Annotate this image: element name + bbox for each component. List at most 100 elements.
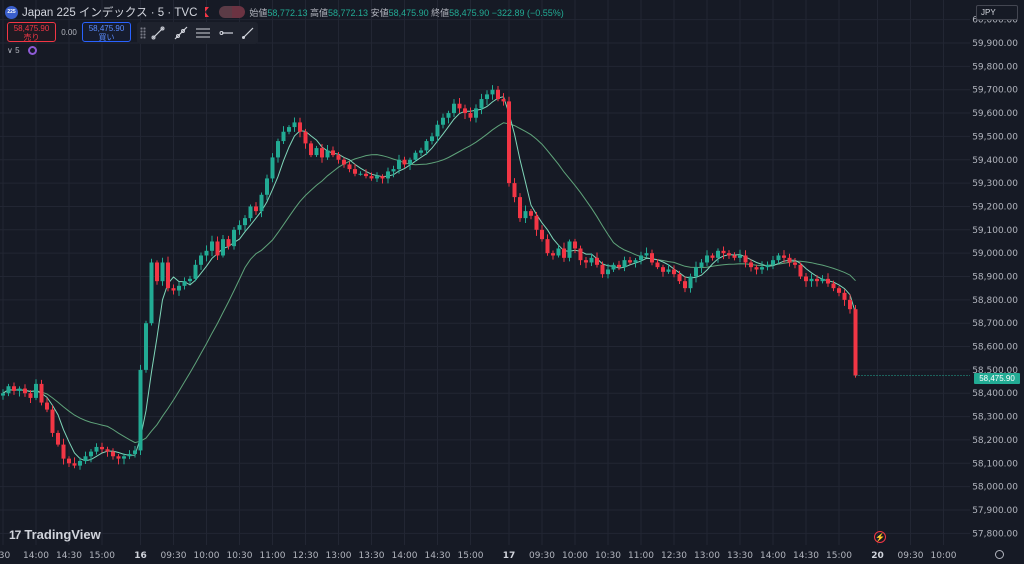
price-tick-label: 57,900.00 (972, 506, 1018, 516)
candle-body (809, 278, 814, 282)
time-tick-label: 15:00 (458, 551, 484, 561)
candle-body (507, 101, 511, 184)
candle-body (133, 450, 137, 454)
time-tick-label: 12:30 (661, 551, 687, 561)
time-tick-label: 14:00 (760, 551, 786, 561)
candle-body (177, 285, 181, 291)
horizontal-ray-icon[interactable] (216, 24, 235, 42)
candle-body (369, 176, 374, 179)
candle-body (776, 255, 781, 261)
low-value: 58,475.90 (388, 7, 429, 18)
candle-body (413, 152, 418, 160)
drawing-toolbar (137, 22, 258, 44)
buy-button[interactable]: 58,475.90 買い (82, 22, 131, 42)
candle-body (457, 103, 462, 109)
candle-body (479, 99, 484, 109)
candle-body (89, 451, 93, 457)
flag-icon[interactable] (205, 7, 210, 17)
candle-body (281, 131, 286, 142)
candle-body (562, 248, 566, 258)
price-tick-label: 58,500.00 (972, 366, 1018, 376)
candle-body (743, 255, 748, 263)
drag-handle-icon[interactable] (140, 27, 146, 39)
ray-icon[interactable] (171, 24, 190, 42)
time-tick-label: 20 (871, 551, 884, 561)
candle-body (364, 173, 368, 177)
interval-selector[interactable]: ∨ 5 (7, 46, 20, 55)
price-tick-label: 59,400.00 (972, 156, 1018, 166)
candle-body (149, 262, 154, 324)
time-tick-label: 10:30 (227, 551, 253, 561)
candle-body (166, 262, 170, 289)
candle-body (496, 89, 500, 100)
candle-body (738, 255, 742, 258)
candle-body (820, 278, 825, 282)
candle-body (342, 159, 346, 165)
candle-body (226, 239, 231, 247)
price-tick-label: 58,000.00 (972, 483, 1018, 493)
symbol-title[interactable]: Japan 225 インデックス · 5 · TVC (22, 7, 198, 19)
candle-body (276, 141, 280, 158)
time-tick-label: 10:30 (595, 551, 621, 561)
price-tick-label: 58,600.00 (972, 343, 1018, 353)
candle-body (221, 239, 225, 256)
interval-label: 5 (15, 46, 20, 55)
candle-body (523, 211, 528, 219)
candle-body (490, 89, 495, 95)
price-tick-label: 58,400.00 (972, 389, 1018, 399)
candle-body (848, 299, 852, 310)
candle-body (182, 281, 187, 286)
candle-body (606, 269, 610, 275)
price-tick-label: 58,300.00 (972, 413, 1018, 423)
candle-body (94, 446, 99, 452)
candle-body (749, 262, 753, 268)
price-tick-label: 59,600.00 (972, 109, 1018, 119)
candle-body (551, 253, 555, 256)
price-tick-label: 58,800.00 (972, 296, 1018, 306)
candle-body (430, 136, 434, 142)
settings-icon[interactable] (995, 550, 1004, 559)
brush-icon[interactable] (239, 24, 258, 42)
data-source-toggle[interactable] (219, 6, 246, 18)
currency-selector[interactable]: JPY (976, 5, 1018, 20)
candle-body (804, 276, 808, 282)
price-axis[interactable]: 57,800.00 57,900.00 58,000.00 58,100.00 58,2… (972, 16, 1018, 540)
price-tick-label: 59,800.00 (972, 62, 1018, 72)
sell-button[interactable]: 58,475.90 売り (7, 22, 56, 42)
candle-body (232, 229, 236, 247)
low-label: 安値 (370, 7, 389, 18)
candle-body (303, 131, 308, 144)
candle-body (639, 255, 643, 261)
candle-body (353, 169, 357, 174)
candle-body (259, 194, 264, 212)
parallel-channel-icon[interactable] (194, 24, 213, 42)
candle-body (556, 248, 561, 256)
time-axis[interactable]: :30 14:00 14:30 15:00 16 09:30 10:00 10:30 11:00… (0, 551, 957, 561)
time-tick-label: 09:30 (161, 551, 187, 561)
candle-body (732, 255, 737, 258)
candle-body (688, 276, 693, 289)
candle-body (402, 159, 407, 165)
candle-body (666, 269, 671, 272)
chart-grid (0, 0, 970, 545)
candle-body (127, 453, 132, 457)
candle-body (160, 262, 165, 282)
candle-body (754, 267, 759, 270)
high-value: 58,772.13 (328, 7, 369, 18)
trend-line-icon[interactable] (149, 24, 168, 42)
candle-body (56, 432, 60, 445)
candle-body (446, 113, 451, 118)
price-tick-label: 59,000.00 (972, 249, 1018, 259)
tradingview-logo[interactable]: 17 TradingView (9, 527, 101, 542)
globe-icon[interactable] (27, 46, 37, 55)
lightning-icon[interactable]: ⚡ (874, 531, 886, 543)
time-tick-label: 13:00 (326, 551, 352, 561)
logo-text: TradingView (24, 527, 101, 542)
candle-body (765, 264, 770, 268)
candle-body (650, 253, 654, 263)
price-tick-label: 59,900.00 (972, 39, 1018, 49)
candle-body (611, 264, 616, 270)
candle-body (215, 241, 220, 256)
candle-body (287, 127, 291, 132)
